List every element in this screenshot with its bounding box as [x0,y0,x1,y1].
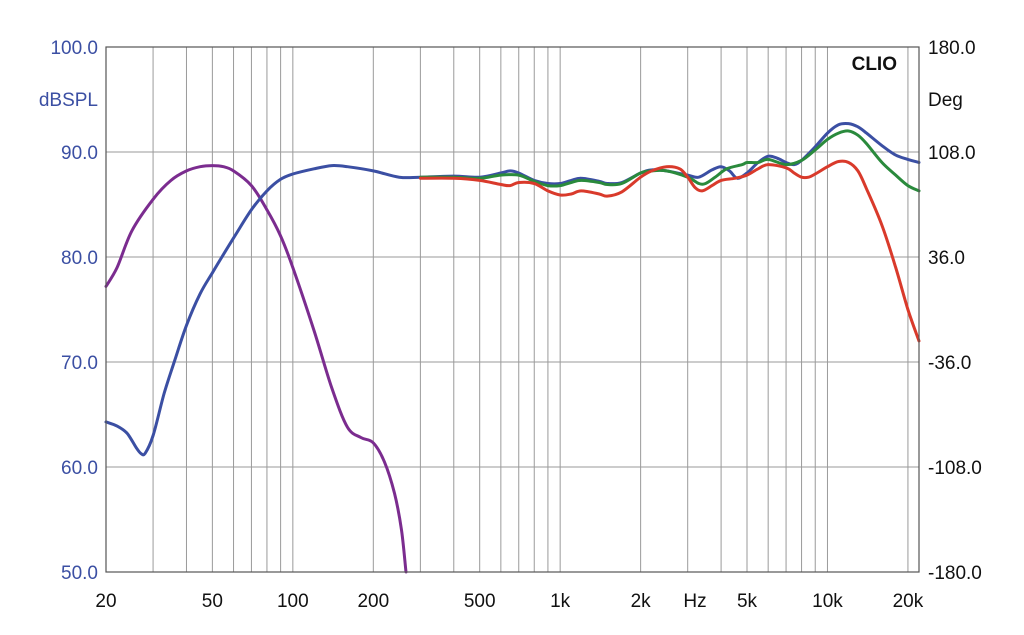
y-axis-right-ticks: -180.0 -108.0 -36.0 36.0 108.0 180.0 [928,38,982,584]
series-lines [104,121,921,574]
y-tick-label-right: 108.0 [928,143,976,164]
y-tick-label-right: 180.0 [928,38,976,59]
grid [106,47,919,572]
y-tick-label-left: 60.0 [61,458,98,479]
x-axis-ticks: 20 50 100 200 500 1k 2k 5k 10k 20k [95,591,923,612]
y-axis-right-label: Deg [928,90,963,111]
y-axis-left-label: dBSPL [39,90,98,111]
x-tick-label: 5k [737,591,758,612]
x-tick-label: 2k [631,591,652,612]
x-axis-unit-label: Hz [683,591,706,612]
y-tick-label-left: 100.0 [50,38,98,59]
series-line-1 [104,164,408,574]
x-tick-label: 20k [893,591,924,612]
y-axis-left-ticks: 50.0 60.0 70.0 80.0 90.0 100.0 [50,38,98,584]
y-tick-label-right: -108.0 [928,458,982,479]
y-tick-label-right: -36.0 [928,353,971,374]
y-tick-label-left: 90.0 [61,143,98,164]
x-tick-label: 100 [277,591,309,612]
x-tick-label: 10k [812,591,843,612]
series-line-4 [418,159,921,343]
x-tick-label: 200 [357,591,389,612]
series-line-3 [418,129,921,193]
y-tick-label-right: -180.0 [928,563,982,584]
y-tick-label-left: 80.0 [61,248,98,269]
clio-brand-label: CLIO [852,54,897,75]
y-tick-label-left: 50.0 [61,563,98,584]
x-tick-label: 20 [95,591,116,612]
x-tick-label: 1k [550,591,571,612]
y-tick-label-right: 36.0 [928,248,965,269]
x-tick-label: 50 [202,591,223,612]
plot-frame [105,46,920,573]
y-tick-label-left: 70.0 [61,353,98,374]
x-tick-label: 500 [464,591,496,612]
